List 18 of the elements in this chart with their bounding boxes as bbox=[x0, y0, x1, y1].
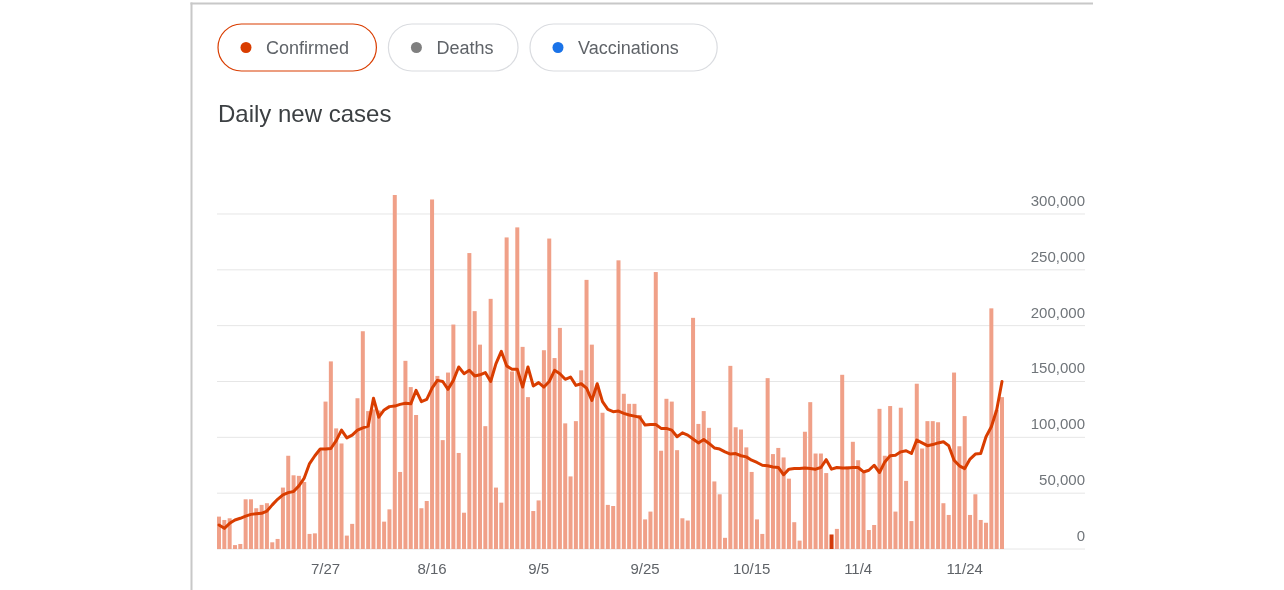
x-tick-label: 9/5 bbox=[528, 559, 550, 577]
text: Vaccinations bbox=[578, 38, 679, 58]
x-tick-label: 8/16 bbox=[417, 559, 447, 577]
y-tick-label: 300,000 bbox=[1030, 191, 1085, 209]
x-tick-label: 11/4 bbox=[844, 559, 873, 577]
text: Confirmed bbox=[266, 38, 350, 58]
y-tick-label: 100,000 bbox=[1030, 415, 1085, 433]
chart-title: Daily new cases bbox=[218, 100, 392, 127]
y-tick-label: 50,000 bbox=[1039, 471, 1085, 489]
y-tick-label: 150,000 bbox=[1030, 359, 1085, 377]
x-tick-label: 10/15 bbox=[732, 559, 771, 577]
x-tick-label: 7/27 bbox=[310, 559, 341, 577]
y-tick-label: 0 bbox=[1076, 526, 1085, 544]
y-tick-label: 250,000 bbox=[1030, 247, 1085, 265]
text: Deaths bbox=[436, 38, 494, 58]
x-tick-label: 9/25 bbox=[630, 559, 660, 577]
y-tick-label: 200,000 bbox=[1030, 303, 1085, 321]
x-tick-label: 11/24 bbox=[946, 559, 983, 577]
